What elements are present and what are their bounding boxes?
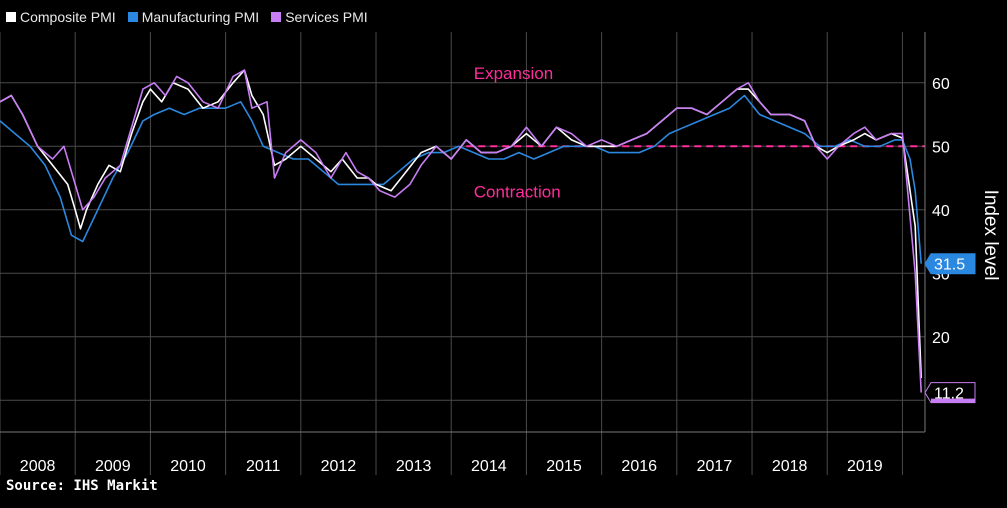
- series-line-manufacturing-pmi: [0, 94, 922, 264]
- y-tick-label-60: 60: [932, 76, 950, 93]
- value-label-text-services-pmi: 11.2: [934, 386, 964, 403]
- y-tick-label-40: 40: [932, 203, 950, 220]
- x-axis: 2008 2009 2010 2011 2012 2013 2014 2015 2016 2017…: [0, 431, 925, 475]
- y-tick-label-50: 50: [932, 139, 950, 156]
- y-tick-label-20: 20: [932, 330, 950, 347]
- x-tick-label-2009: 2009: [95, 458, 131, 475]
- legend-item-manufacturing: Manufacturing PMI: [127, 9, 260, 25]
- value-label-text-manufacturing-pmi: 31.5: [934, 257, 965, 274]
- annotation-contraction: Contraction: [474, 183, 561, 202]
- series-lines: [0, 69, 922, 393]
- legend-label-services: Services PMI: [285, 9, 368, 25]
- x-tick-label-2008: 2008: [20, 458, 56, 475]
- x-tick-label-2014: 2014: [471, 458, 507, 475]
- x-tick-label-2013: 2013: [396, 458, 432, 475]
- series-line-composite-pmi: [0, 69, 922, 379]
- value-label-services-pmi: 11.2: [924, 382, 976, 404]
- legend: Composite PMI Manufacturing PMI Services…: [6, 9, 368, 25]
- value-label-manufacturing-pmi: 31.5: [924, 253, 976, 275]
- legend-item-services: Services PMI: [271, 9, 368, 25]
- x-tick-label-2019: 2019: [847, 458, 883, 475]
- legend-item-composite: Composite PMI: [6, 9, 116, 25]
- value-label-box-services-pmi: [924, 382, 976, 404]
- x-tick-label-2010: 2010: [170, 458, 206, 475]
- annotation-expansion: Expansion: [474, 64, 553, 83]
- x-tick-label-2018: 2018: [772, 458, 808, 475]
- legend-label-manufacturing: Manufacturing PMI: [141, 9, 260, 25]
- x-tick-label-2016: 2016: [621, 458, 657, 475]
- x-tick-label-2011: 2011: [246, 458, 281, 475]
- legend-label-composite: Composite PMI: [20, 9, 116, 25]
- last-value-labels: 31.5 11.2: [924, 253, 976, 404]
- x-tick-label-2017: 2017: [697, 458, 733, 475]
- legend-swatch-manufacturing: [127, 12, 138, 22]
- legend-swatch-services: [271, 12, 282, 22]
- legend-swatch-composite: [6, 12, 16, 22]
- y-axis-label: Index level: [980, 190, 1001, 281]
- annotations: Expansion Contraction: [474, 64, 561, 202]
- value-label-box-manufacturing-pmi: [924, 253, 976, 275]
- source-note: Source: IHS Markit: [6, 478, 158, 494]
- x-tick-label-2012: 2012: [321, 458, 357, 475]
- gridlines: [0, 32, 925, 475]
- series-line-services-pmi: [0, 69, 922, 393]
- x-tick-label-2015: 2015: [546, 458, 582, 475]
- value-label-underline-services-pmi: [931, 398, 975, 403]
